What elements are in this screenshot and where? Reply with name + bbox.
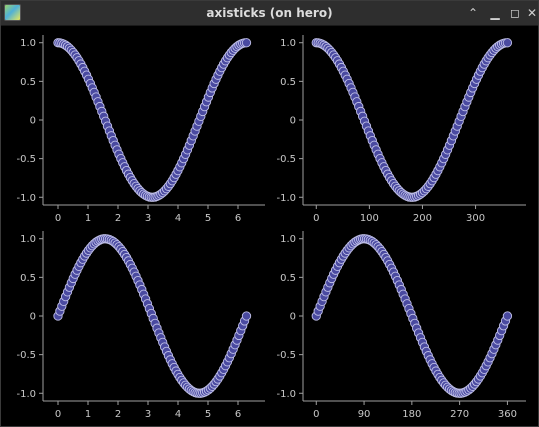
- x-tick-label: 3: [145, 213, 151, 224]
- data-point: [241, 311, 252, 321]
- title-bar[interactable]: axisticks (on hero) ⌃ ▁ ◻ ✕: [1, 1, 538, 26]
- x-tick-label: 180: [402, 409, 421, 420]
- y-tick-label: 0: [30, 312, 36, 323]
- x-tick-label: 2: [115, 409, 121, 420]
- x-tick-label: 270: [450, 409, 469, 420]
- x-tick-label: 200: [413, 213, 432, 224]
- x-tick-label: 6: [235, 409, 241, 420]
- y-tick-label: -0.5: [16, 154, 36, 165]
- x-tick-label: 1: [85, 213, 91, 224]
- chart-panel-3: 1.0 0.5 0 -0.5 -1.0 0 1 2 3 4 5 6: [16, 231, 265, 420]
- y-tick-label: -0.5: [276, 154, 296, 165]
- x-tick-label: 5: [205, 409, 211, 420]
- y-tick-label: -0.5: [16, 350, 36, 361]
- minimize-icon[interactable]: ▁: [490, 6, 500, 20]
- y-tick-label: 0: [290, 312, 296, 323]
- x-tick-label: 0: [313, 409, 319, 420]
- x-tick-label: 1: [85, 409, 91, 420]
- x-tick-label: 0: [55, 409, 61, 420]
- y-tick-label: 1.0: [280, 38, 296, 49]
- chart-panel-2: 1.0 0.5 0 -0.5 -1.0 0 100 200 300: [276, 35, 526, 224]
- data-point: [241, 38, 252, 48]
- x-tick-label: 100: [360, 213, 379, 224]
- close-icon[interactable]: ✕: [526, 6, 538, 20]
- y-tick-label: 1.0: [280, 234, 296, 245]
- x-tick-label: 6: [235, 213, 241, 224]
- y-tick-label: -1.0: [276, 193, 296, 204]
- chart-panel-4: 1.0 0.5 0 -0.5 -1.0 0 90 180 270 360: [276, 231, 526, 420]
- x-tick-label: 4: [175, 409, 181, 420]
- x-tick-label: 360: [498, 409, 517, 420]
- app-icon[interactable]: [4, 4, 21, 21]
- x-tick-label: 0: [55, 213, 61, 224]
- x-tick-label: 2: [115, 213, 121, 224]
- y-tick-label: 0: [290, 116, 296, 127]
- maximize-icon[interactable]: ◻: [510, 6, 520, 20]
- data-point: [502, 311, 513, 321]
- plot-area: 1.00.50-0.5-1.00 1 2 3 4 5 61.00.50-0.5-1.00 10…: [16, 35, 526, 420]
- x-tick-label: 300: [466, 213, 485, 224]
- y-tick-label: 1.0: [20, 38, 36, 49]
- y-tick-label: -0.5: [276, 350, 296, 361]
- x-tick-label: 5: [205, 213, 211, 224]
- y-tick-label: 0.5: [20, 77, 36, 88]
- y-tick-label: 1.0: [20, 234, 36, 245]
- y-tick-label: 0.5: [20, 273, 36, 284]
- data-point: [502, 38, 513, 48]
- y-tick-label: 0.5: [280, 77, 296, 88]
- chevron-up-icon[interactable]: ⌃: [467, 6, 479, 20]
- y-tick-label: -1.0: [276, 389, 296, 400]
- y-tick-label: -1.0: [16, 389, 36, 400]
- x-tick-label: 4: [175, 213, 181, 224]
- y-tick-label: 0.5: [280, 273, 296, 284]
- y-tick-label: 0: [30, 116, 36, 127]
- window-title: axisticks (on hero): [206, 6, 333, 20]
- x-tick-label: 90: [358, 409, 371, 420]
- chart-panel-1: 1.0 0.5 0 -0.5 -1.0 0 1 2 3 4 5 6: [16, 35, 265, 224]
- y-tick-label: -1.0: [16, 193, 36, 204]
- x-tick-label: 3: [145, 409, 151, 420]
- x-tick-label: 0: [313, 213, 319, 224]
